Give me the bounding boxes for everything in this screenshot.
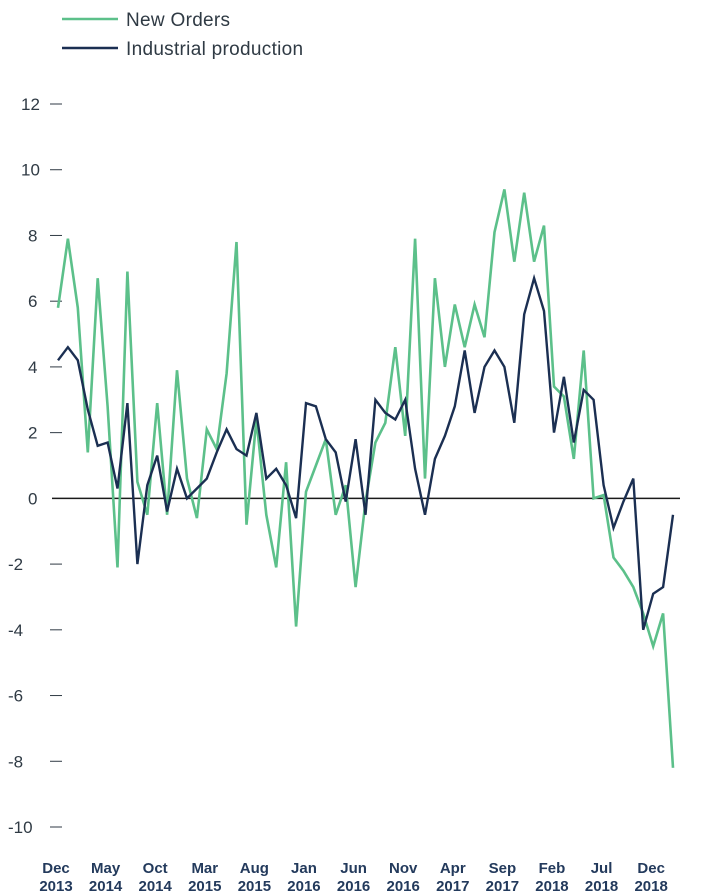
- x-tick-label-year: 2016: [287, 878, 320, 895]
- x-tick-label-month: Oct: [143, 860, 168, 877]
- y-tick-label: -8: [8, 752, 23, 771]
- x-tick-label-month: Mar: [191, 860, 218, 877]
- x-tick-label-year: 2018: [535, 878, 568, 895]
- legend-label-industrial-production: Industrial production: [126, 39, 303, 60]
- x-tick-label-month: Dec: [42, 860, 70, 877]
- x-tick-label-month: Jan: [291, 860, 317, 877]
- x-tick-label-month: Jul: [591, 860, 613, 877]
- x-tick-label-month: Apr: [440, 860, 466, 877]
- y-tick-label: 0: [28, 489, 37, 508]
- y-tick-label: 6: [28, 292, 37, 311]
- x-tick-label-year: 2018: [634, 878, 667, 895]
- x-tick-label-month: Jun: [340, 860, 367, 877]
- y-tick-label: -2: [8, 555, 23, 574]
- x-tick-label-year: 2017: [436, 878, 469, 895]
- x-axis: Dec2013May2014Oct2014Mar2015Aug2015Jan20…: [39, 860, 668, 895]
- x-tick-label-month: Aug: [240, 860, 269, 877]
- x-tick-label-month: Dec: [637, 860, 665, 877]
- y-tick-label: 10: [21, 161, 40, 180]
- x-tick-label-year: 2018: [585, 878, 618, 895]
- series-layer: [56, 189, 675, 768]
- x-tick-label-year: 2014: [139, 878, 173, 895]
- y-axis: 12 10 8 6 4 2 0 -2 -4 -6 -8 -10: [8, 95, 62, 837]
- x-tick-label-year: 2015: [238, 878, 271, 895]
- y-tick-label: -10: [8, 818, 33, 837]
- x-tick-label-year: 2017: [486, 878, 519, 895]
- x-tick-label-year: 2014: [89, 878, 123, 895]
- y-tick-label: 4: [28, 358, 37, 377]
- x-tick-label-year: 2016: [386, 878, 419, 895]
- x-tick-label-month: Feb: [539, 860, 566, 877]
- x-tick-label-year: 2016: [337, 878, 370, 895]
- y-tick-label: 12: [21, 95, 40, 114]
- x-tick-label-month: May: [91, 860, 121, 877]
- legend-label-new-orders: New Orders: [126, 10, 230, 31]
- x-tick-label-month: Sep: [489, 860, 517, 877]
- y-tick-label: 2: [28, 424, 37, 443]
- x-tick-label-month: Nov: [389, 860, 418, 877]
- series-line-industrial-production: [57, 273, 675, 631]
- legend: New Orders Industrial production: [62, 10, 303, 60]
- x-tick-label-year: 2013: [39, 878, 72, 895]
- y-tick-label: -6: [8, 687, 23, 706]
- x-tick-label-year: 2015: [188, 878, 221, 895]
- y-tick-label: -4: [8, 621, 23, 640]
- y-tick-label: 8: [28, 226, 37, 245]
